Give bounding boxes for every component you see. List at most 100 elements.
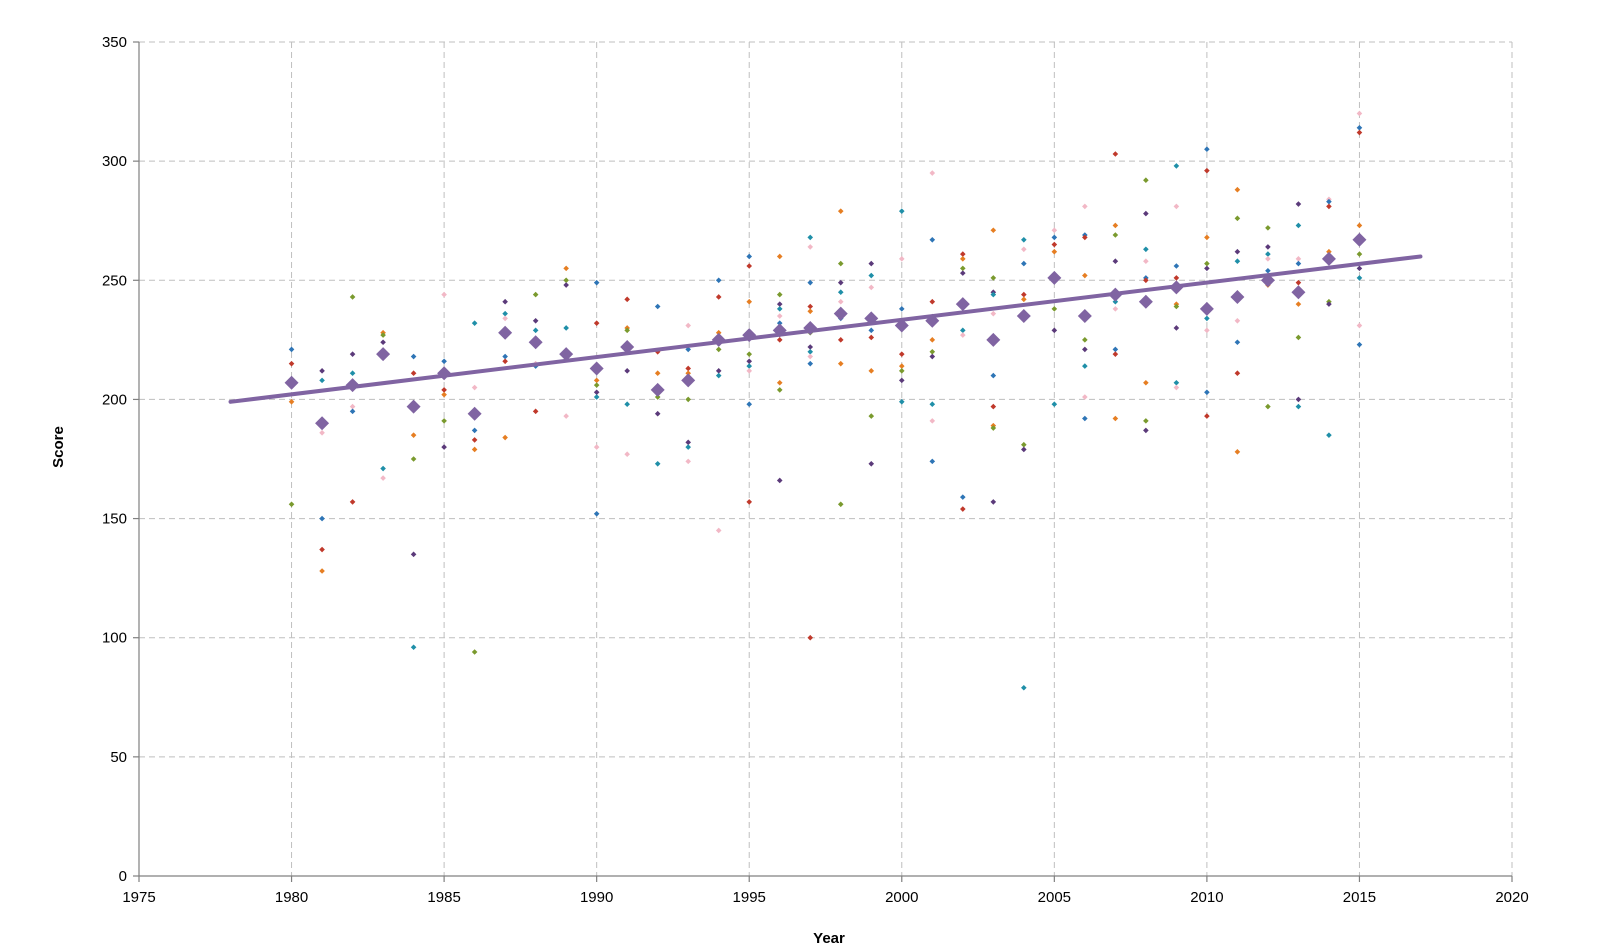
data-point <box>1234 370 1241 377</box>
data-point <box>868 327 875 334</box>
data-point <box>1295 260 1302 267</box>
data-point <box>1295 334 1302 341</box>
data-point <box>960 256 966 262</box>
mean-marker <box>1169 280 1184 295</box>
data-point <box>960 251 966 257</box>
data-point <box>746 358 753 365</box>
data-point <box>1356 251 1363 257</box>
data-point <box>837 337 844 343</box>
data-point <box>1082 363 1088 369</box>
data-point <box>319 568 325 574</box>
mean-marker <box>1138 294 1153 309</box>
data-point <box>1204 265 1210 272</box>
data-point <box>624 296 630 303</box>
data-point <box>593 394 600 400</box>
mean-markers <box>284 232 1367 431</box>
mean-marker <box>772 323 787 338</box>
data-point <box>593 279 600 286</box>
mean-marker <box>315 416 330 431</box>
data-point <box>685 439 691 446</box>
data-point <box>990 275 997 281</box>
data-point <box>1356 124 1363 131</box>
data-point <box>1051 306 1058 312</box>
data-point <box>471 320 478 326</box>
data-point <box>960 265 966 272</box>
data-point <box>1295 279 1302 286</box>
data-point <box>502 434 508 441</box>
data-point <box>868 260 875 267</box>
data-point <box>593 511 600 517</box>
data-point <box>319 429 325 436</box>
data-point <box>1143 418 1149 424</box>
data-point <box>1082 394 1088 400</box>
data-point <box>288 346 295 353</box>
data-point <box>1112 346 1119 353</box>
data-point <box>1265 403 1271 410</box>
data-point <box>502 298 508 305</box>
mean-marker <box>376 347 391 362</box>
mean-marker <box>742 328 757 343</box>
data-point <box>1112 258 1119 265</box>
data-point <box>990 403 997 410</box>
data-point <box>715 368 722 374</box>
data-point <box>1082 234 1088 241</box>
data-point <box>624 401 630 407</box>
data-point <box>837 501 844 508</box>
data-point <box>898 306 905 312</box>
data-point <box>1021 441 1027 448</box>
data-point <box>1356 265 1363 272</box>
data-point <box>1021 236 1027 243</box>
x-tick-label: 2020 <box>1495 889 1528 906</box>
data-point <box>837 289 844 295</box>
axes: 0 50 100 150 200 250 300 350 1975 1980 1985 1990 199… <box>102 34 1529 906</box>
data-point <box>1356 322 1363 329</box>
data-point <box>319 515 325 522</box>
data-point <box>1143 177 1149 184</box>
mean-marker <box>284 375 299 390</box>
data-point <box>776 379 783 386</box>
data-point <box>1112 415 1119 422</box>
data-point <box>1051 227 1058 234</box>
data-point <box>471 446 478 453</box>
data-point <box>1051 234 1058 241</box>
trendline-layer <box>228 254 1423 404</box>
data-point <box>960 332 966 338</box>
data-point <box>1265 251 1271 257</box>
data-point <box>1265 256 1271 262</box>
data-point <box>868 460 875 467</box>
data-point <box>1295 201 1302 207</box>
data-point <box>1356 222 1363 229</box>
data-point <box>1173 379 1180 386</box>
data-point <box>1204 413 1210 419</box>
data-point <box>837 360 844 367</box>
data-point <box>410 551 417 558</box>
data-point <box>380 465 386 472</box>
data-point <box>807 344 814 350</box>
data-point <box>349 408 356 415</box>
data-point <box>1356 275 1363 281</box>
data-point <box>1295 301 1302 307</box>
data-point <box>746 363 753 369</box>
data-point <box>1204 146 1210 153</box>
data-point <box>837 208 844 214</box>
x-tick-label: 1975 <box>122 889 155 906</box>
mean-marker <box>1352 232 1367 247</box>
data-point <box>898 256 905 262</box>
data-point <box>593 377 600 384</box>
data-point <box>898 377 905 384</box>
y-tick-label: 0 <box>119 868 127 885</box>
data-point <box>1204 167 1210 174</box>
data-point <box>380 475 386 481</box>
data-point <box>502 358 508 365</box>
data-point <box>1265 267 1271 274</box>
data-point <box>715 277 722 284</box>
data-point <box>929 298 936 305</box>
y-tick-label: 350 <box>102 34 127 51</box>
data-point <box>1173 384 1180 391</box>
data-point <box>746 263 753 269</box>
data-point <box>593 320 600 326</box>
data-point <box>502 353 508 360</box>
mean-marker <box>1230 289 1245 304</box>
x-tick-label: 2005 <box>1038 889 1071 906</box>
data-point <box>685 365 691 372</box>
